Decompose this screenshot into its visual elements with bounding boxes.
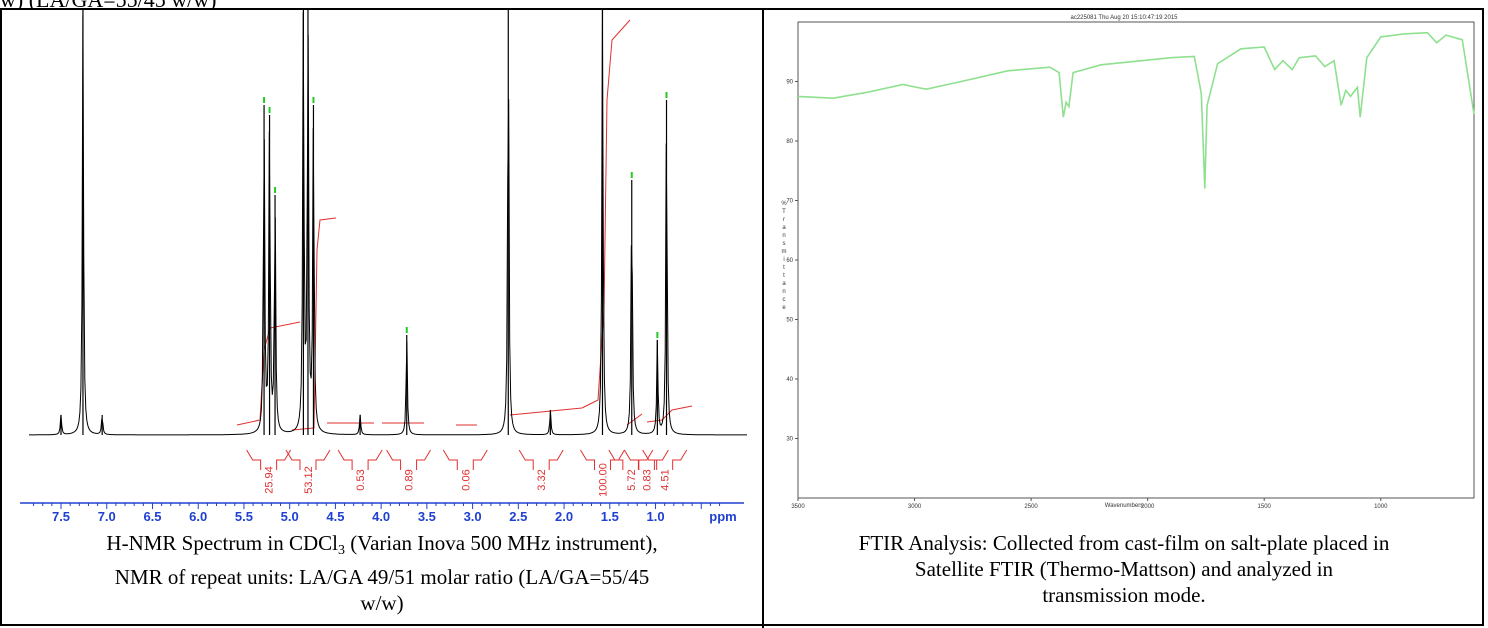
nmr-panel: 25.94 53.12 0.53 0.89 0.06 3.32 100.00 5.72 0.83…: [2, 0, 762, 628]
ftir-caption-line3: transmission mode.: [1042, 583, 1206, 607]
ftir-panel: 30 40 50 60 70 80 90 3500 3000 2500 2000 1500 1000 % T…: [764, 10, 1484, 628]
nmr-integral-bracket-4: [442, 449, 488, 470]
ftir-x-tick-label-1: 3000: [908, 504, 922, 510]
ftir-y-tick-label-5: 80: [786, 139, 793, 145]
nmr-x-tick-label-7: 4.0: [372, 509, 390, 524]
nmr-spectrum-line: [29, 10, 747, 436]
nmr-caption-line2: NMR of repeat units: LA/GA 49/51 molar r…: [114, 565, 650, 589]
nmr-x-tick-label-8: 3.5: [418, 509, 436, 524]
nmr-integral-label-2: 0.53: [355, 469, 367, 490]
ftir-spectrum-line: [797, 31, 1475, 189]
ftir-caption-line2: Satellite FTIR (Thermo-Mattson) and anal…: [914, 557, 1334, 581]
ftir-plot-frame: [797, 21, 1475, 499]
top-text-fragment: w) (LA/GA=55/45 w/w): [0, 0, 217, 8]
nmr-integral-bracket-2: [337, 449, 383, 470]
nmr-integral-curve-1: [291, 217, 337, 431]
nmr-x-tick-label-13: 1.0: [646, 509, 664, 524]
nmr-caption-text: H-NMR Spectrum in CDCl: [106, 531, 338, 555]
nmr-caption-line1: H-NMR Spectrum in CDCl3 (Varian Inova 50…: [2, 530, 762, 564]
ftir-y-tick-label-4: 70: [786, 199, 793, 205]
ftir-x-tick-label-2: 2500: [1024, 504, 1038, 510]
ftir-chart-title: ac225081 Thu Aug 20 15:10:47:19 2015: [1071, 15, 1179, 21]
nmr-x-axis-label: ppm: [709, 509, 736, 524]
nmr-caption-subscript: 3: [338, 543, 345, 558]
nmr-integral-label-5: 3.32: [536, 469, 548, 490]
nmr-integral-label-3: 0.89: [404, 469, 416, 490]
figure-table: [0, 8, 1484, 626]
nmr-integral-label-8: 0.83: [641, 469, 653, 490]
nmr-caption-text-post: (Varian Inova 500 MHz instrument),: [345, 531, 658, 555]
ftir-x-tick-label-5: 1000: [1374, 504, 1388, 510]
nmr-integral-bracket-0: [246, 449, 292, 470]
nmr-x-tick-label-2: 6.5: [143, 509, 161, 524]
nmr-integral-curve-9: [661, 405, 693, 421]
nmr-integral-curve-6: [581, 19, 631, 409]
nmr-integral-bracket-1: [285, 449, 331, 470]
nmr-integral-label-0: 25.94: [264, 466, 276, 494]
nmr-x-tick-label-12: 1.5: [601, 509, 619, 524]
nmr-x-tick-label-10: 2.5: [509, 509, 527, 524]
ftir-caption-line1: FTIR Analysis: Collected from cast-film …: [858, 531, 1390, 555]
ftir-x-tick-label-3: 2000: [1141, 504, 1155, 510]
ftir-y-tick-label-1: 40: [786, 377, 793, 383]
nmr-caption: H-NMR Spectrum in CDCl3 (Varian Inova 50…: [2, 530, 762, 616]
nmr-x-tick-label-3: 6.0: [189, 509, 207, 524]
nmr-integral-label-4: 0.06: [460, 469, 472, 490]
nmr-integral-bracket-8: [623, 449, 669, 470]
nmr-x-tick-label-0: 7.5: [52, 509, 70, 524]
ftir-x-tick-label-0: 3500: [791, 504, 805, 510]
nmr-integral-bracket-5: [518, 449, 564, 470]
nmr-x-tick-label-9: 3.0: [464, 509, 482, 524]
nmr-x-tick-label-1: 7.0: [98, 509, 116, 524]
nmr-caption-line3: w/w): [360, 591, 404, 615]
nmr-x-tick-label-11: 2.0: [555, 509, 573, 524]
ftir-spectrum-chart: 30 40 50 60 70 80 90 3500 3000 2500 2000 1500 1000 % T…: [781, 15, 1475, 510]
nmr-integral-bracket-3: [386, 449, 432, 470]
nmr-integral-label-7: 5.72: [626, 469, 638, 490]
nmr-integral-curve-5: [509, 407, 583, 416]
nmr-integral-bracket-9: [642, 449, 688, 470]
ftir-y-tick-label-6: 90: [786, 80, 793, 86]
ftir-y-tick-label-3: 60: [786, 258, 793, 264]
ftir-x-axis-label: Wavenumbers: [1105, 503, 1143, 509]
nmr-integral-label-1: 53.12: [303, 466, 315, 494]
nmr-x-tick-label-6: 4.5: [326, 509, 344, 524]
nmr-integral-label-9: 4.51: [660, 469, 672, 490]
nmr-spectrum-chart: 25.94 53.12 0.53 0.89 0.06 3.32 100.00 5.72 0.83…: [20, 0, 747, 524]
nmr-x-tick-label-5: 5.0: [281, 509, 299, 524]
ftir-y-tick-label-2: 50: [786, 318, 793, 324]
nmr-x-tick-label-4: 5.5: [235, 509, 253, 524]
nmr-integral-label-6: 100.00: [597, 463, 609, 497]
table-divider: [762, 8, 764, 628]
ftir-y-tick-label-0: 30: [786, 437, 793, 443]
ftir-x-tick-label-4: 1500: [1258, 504, 1272, 510]
ftir-caption: FTIR Analysis: Collected from cast-film …: [764, 530, 1484, 608]
